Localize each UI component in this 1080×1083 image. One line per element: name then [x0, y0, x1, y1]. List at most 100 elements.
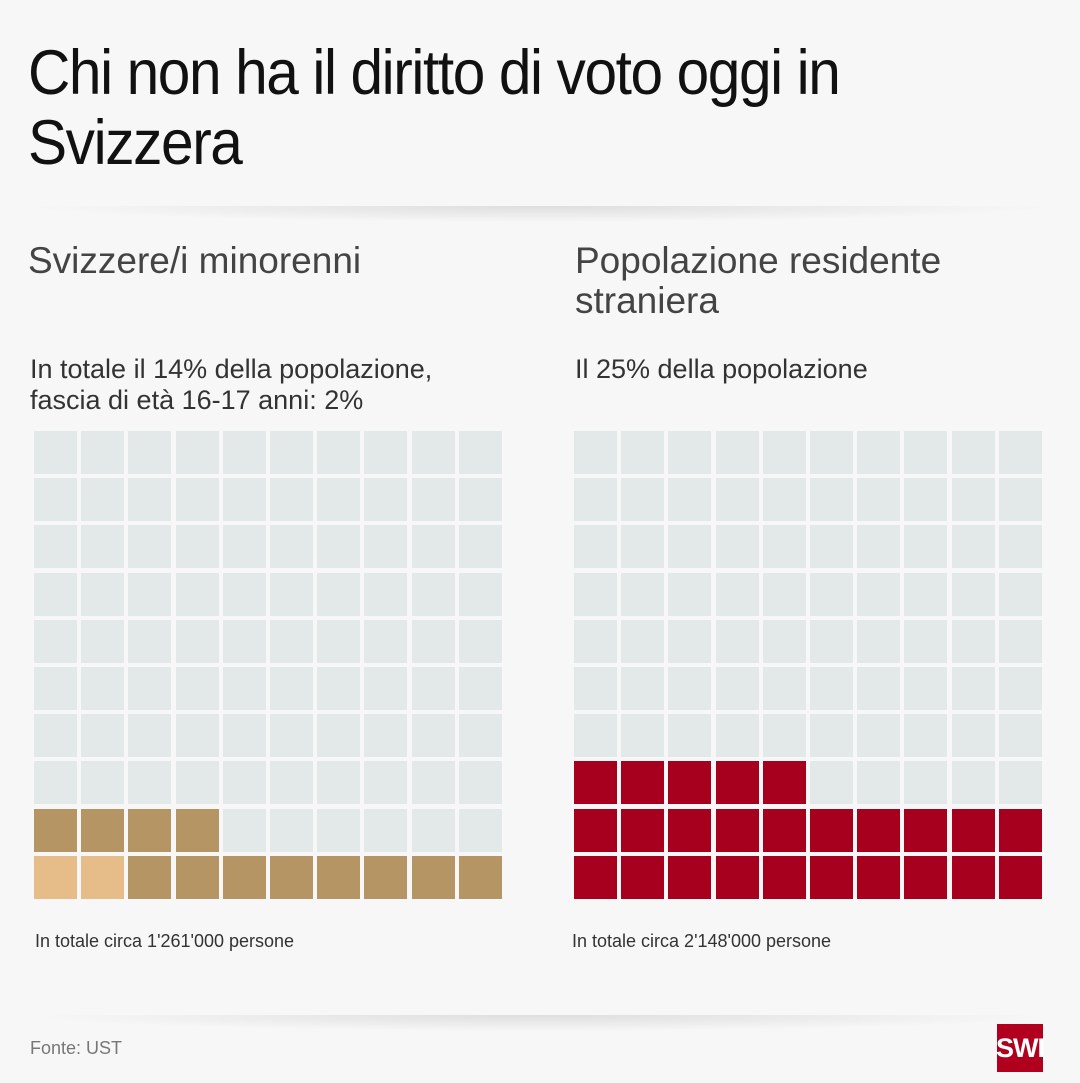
waffle-cell-empty	[999, 667, 1042, 710]
waffle-cell-filled	[716, 809, 759, 852]
waffle-cell-empty	[81, 431, 124, 474]
waffle-cell-empty	[999, 620, 1042, 663]
waffle-cell-empty	[34, 761, 77, 804]
waffle-cell-empty	[459, 431, 502, 474]
waffle-cell-empty	[270, 525, 313, 568]
waffle-cell-empty	[668, 525, 711, 568]
waffle-cell-empty	[317, 525, 360, 568]
waffle-cell-empty	[412, 525, 455, 568]
waffle-cell-empty	[857, 620, 900, 663]
waffle-cell-empty	[317, 667, 360, 710]
waffle-cell-empty	[857, 667, 900, 710]
waffle-cell-empty	[176, 667, 219, 710]
waffle-cell-empty	[763, 525, 806, 568]
waffle-cell-empty	[223, 478, 266, 521]
waffle-cell-empty	[270, 667, 313, 710]
waffle-cell-empty	[857, 573, 900, 616]
waffle-cell-empty	[317, 573, 360, 616]
waffle-cell-empty	[904, 525, 947, 568]
waffle-cell-empty	[621, 667, 664, 710]
waffle-cell-filled	[763, 809, 806, 852]
waffle-cell-filled	[999, 856, 1042, 899]
waffle-cell-empty	[810, 478, 853, 521]
waffle-cell-filled	[81, 856, 124, 899]
waffle-cell-empty	[317, 478, 360, 521]
waffle-cell-empty	[810, 573, 853, 616]
waffle-cell-empty	[270, 809, 313, 852]
foreign-panel-title: Popolazione residente straniera	[575, 240, 942, 321]
waffle-cell-empty	[364, 761, 407, 804]
waffle-cell-filled	[904, 809, 947, 852]
waffle-cell-empty	[270, 478, 313, 521]
waffle-cell-filled	[574, 809, 617, 852]
waffle-cell-empty	[176, 620, 219, 663]
waffle-cell-empty	[81, 620, 124, 663]
waffle-cell-empty	[270, 431, 313, 474]
waffle-cell-empty	[317, 761, 360, 804]
waffle-cell-empty	[223, 573, 266, 616]
waffle-cell-filled	[34, 809, 77, 852]
waffle-cell-empty	[668, 478, 711, 521]
minors-total-note: In totale circa 1'261'000 persone	[35, 931, 295, 951]
waffle-cell-empty	[952, 667, 995, 710]
foreign-panel-subtitle: Il 25% della popolazione	[575, 354, 868, 384]
waffle-cell-empty	[952, 525, 995, 568]
waffle-cell-empty	[176, 478, 219, 521]
waffle-cell-empty	[223, 620, 266, 663]
waffle-cell-empty	[459, 620, 502, 663]
waffle-cell-filled	[412, 856, 455, 899]
waffle-cell-filled	[176, 809, 219, 852]
waffle-cell-empty	[621, 714, 664, 757]
waffle-cell-empty	[128, 478, 171, 521]
waffle-cell-empty	[81, 573, 124, 616]
waffle-cell-filled	[716, 856, 759, 899]
waffle-cell-empty	[857, 478, 900, 521]
waffle-cell-empty	[128, 573, 171, 616]
waffle-cell-empty	[223, 431, 266, 474]
waffle-cell-empty	[857, 525, 900, 568]
waffle-cell-empty	[952, 573, 995, 616]
foreign-total-note: In totale circa 2'148'000 persone	[572, 931, 832, 951]
waffle-cell-empty	[176, 714, 219, 757]
waffle-cell-filled	[952, 856, 995, 899]
waffle-cell-empty	[412, 667, 455, 710]
waffle-cell-empty	[176, 431, 219, 474]
waffle-cell-empty	[128, 620, 171, 663]
waffle-cell-filled	[668, 856, 711, 899]
waffle-cell-empty	[904, 478, 947, 521]
waffle-cell-empty	[128, 431, 171, 474]
minors-panel-title: Svizzere/i minorenni	[28, 240, 362, 281]
waffle-cell-filled	[621, 761, 664, 804]
waffle-cell-empty	[999, 714, 1042, 757]
waffle-cell-empty	[459, 761, 502, 804]
waffle-cell-filled	[34, 856, 77, 899]
waffle-cell-empty	[81, 478, 124, 521]
waffle-cell-empty	[668, 573, 711, 616]
bottom-divider	[40, 1015, 1040, 1031]
waffle-cell-empty	[904, 573, 947, 616]
waffle-cell-empty	[459, 478, 502, 521]
waffle-cell-empty	[270, 714, 313, 757]
waffle-cell-filled	[763, 761, 806, 804]
waffle-cell-empty	[364, 525, 407, 568]
waffle-cell-empty	[34, 714, 77, 757]
waffle-cell-empty	[364, 431, 407, 474]
waffle-cell-empty	[364, 478, 407, 521]
waffle-cell-filled	[364, 856, 407, 899]
waffle-cell-empty	[716, 714, 759, 757]
waffle-cell-empty	[763, 620, 806, 663]
waffle-cell-empty	[716, 573, 759, 616]
waffle-cell-empty	[317, 431, 360, 474]
waffle-cell-filled	[668, 809, 711, 852]
waffle-cell-empty	[999, 573, 1042, 616]
waffle-cell-empty	[34, 431, 77, 474]
waffle-cell-empty	[459, 714, 502, 757]
waffle-cell-empty	[412, 714, 455, 757]
waffle-cell-empty	[223, 714, 266, 757]
waffle-cell-empty	[364, 714, 407, 757]
waffle-cell-empty	[223, 667, 266, 710]
waffle-cell-filled	[716, 761, 759, 804]
waffle-cell-empty	[459, 573, 502, 616]
waffle-cell-filled	[621, 809, 664, 852]
waffle-cell-empty	[34, 525, 77, 568]
